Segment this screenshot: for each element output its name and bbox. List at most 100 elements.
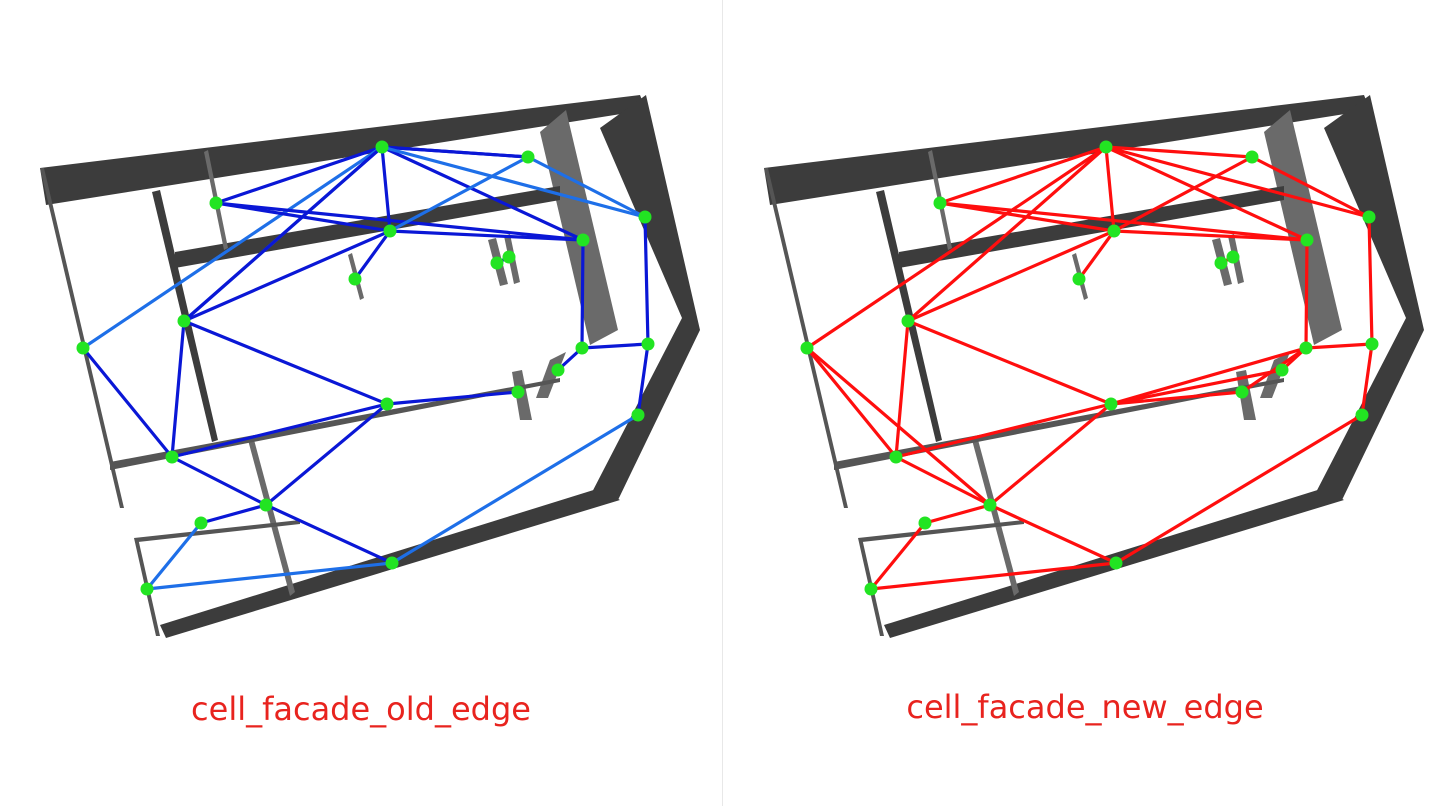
graph-edge <box>145 561 394 591</box>
graph-node <box>1365 337 1379 351</box>
edges <box>81 145 650 591</box>
wall-segment <box>1312 95 1424 500</box>
graph-edge <box>1104 145 1116 233</box>
graph-edge <box>1304 342 1374 350</box>
graph-edge <box>81 145 384 350</box>
graph-node <box>864 582 878 596</box>
new-edge-scene <box>764 95 1424 638</box>
graph-node <box>889 450 903 464</box>
new-edge-caption: cell_facade_new_edge <box>906 688 1264 726</box>
graph-edge <box>805 346 992 507</box>
graph-node <box>259 498 273 512</box>
graph-edge <box>906 229 1116 323</box>
graph-edge <box>988 402 1113 507</box>
graph-node <box>511 385 525 399</box>
graph-edge <box>390 413 640 565</box>
graph-node <box>521 150 535 164</box>
walls <box>40 95 700 638</box>
wall-segment <box>588 95 700 500</box>
graph-edge <box>869 521 927 591</box>
old-edge-caption: cell_facade_old_edge <box>191 690 531 728</box>
graph-node <box>490 256 504 270</box>
graph-edge <box>264 402 389 507</box>
graph-edge <box>580 342 650 350</box>
panel-new-edge: cell_facade_new_edge <box>724 0 1444 806</box>
graph-node <box>383 224 397 238</box>
graph-edge <box>1360 342 1374 417</box>
graph-edge <box>214 201 585 242</box>
graph-edge <box>938 201 1309 242</box>
graph-edge <box>1109 390 1244 406</box>
graph-edge <box>81 346 174 459</box>
graph-node <box>140 582 154 596</box>
graph-node <box>502 250 516 264</box>
graph-edge <box>894 455 992 507</box>
wall-segment <box>248 436 295 596</box>
graph-node <box>1362 210 1376 224</box>
graph-edge <box>385 390 520 406</box>
graph-node <box>1104 397 1118 411</box>
wall-segment <box>834 378 1284 470</box>
graph-edge <box>170 319 186 459</box>
old-edge-scene <box>40 95 700 638</box>
wall-segment <box>40 95 646 205</box>
nodes <box>76 140 655 596</box>
graph-node <box>1107 224 1121 238</box>
graph-edge <box>1109 368 1284 406</box>
graph-edge <box>1240 346 1308 394</box>
graph-edge <box>380 145 585 242</box>
graph-node <box>194 516 208 530</box>
graph-edge <box>1112 229 1309 242</box>
graph-edge <box>353 229 392 281</box>
graph-edge <box>894 319 910 459</box>
graph-node <box>551 363 565 377</box>
graph-node <box>576 233 590 247</box>
graph-edge <box>170 455 268 507</box>
panel-divider <box>722 0 723 806</box>
graph-edge <box>805 145 1108 350</box>
graph-edge <box>1112 155 1254 233</box>
wall-segment <box>764 95 1370 205</box>
graph-edge <box>643 215 650 346</box>
graph-edge <box>923 503 992 525</box>
graph-node <box>165 450 179 464</box>
graph-edge <box>1304 238 1309 350</box>
graph-edge <box>380 145 530 159</box>
graph-edge <box>1109 346 1308 406</box>
graph-node <box>1245 150 1259 164</box>
nodes <box>800 140 1379 596</box>
graph-edge <box>938 201 1116 233</box>
graph-node <box>631 408 645 422</box>
graph-edge <box>214 145 384 205</box>
graph-node <box>209 196 223 210</box>
graph-node <box>1300 233 1314 247</box>
graph-edge <box>1077 229 1116 281</box>
walls <box>764 95 1424 638</box>
graph-edge <box>182 229 392 323</box>
graph-node <box>1226 250 1240 264</box>
panel-old-edge: cell_facade_old_edge <box>40 95 700 728</box>
wall-segment <box>110 378 560 470</box>
graph-edge <box>1104 145 1309 242</box>
graph-node <box>375 140 389 154</box>
graph-edge <box>988 503 1118 565</box>
graph-edge <box>1114 413 1364 565</box>
graph-edge <box>264 503 394 565</box>
graph-edge <box>182 319 389 406</box>
wall-segment <box>764 168 848 508</box>
graph-node <box>76 341 90 355</box>
wall-segment <box>972 436 1019 596</box>
graph-edge <box>388 229 585 242</box>
graph-edge <box>199 503 268 525</box>
wall-segment <box>540 110 618 345</box>
graph-edge <box>1250 155 1371 219</box>
graph-node <box>933 196 947 210</box>
graph-edge <box>526 155 647 219</box>
wall-segment <box>536 352 566 398</box>
graph-node <box>348 272 362 286</box>
graph-edge <box>380 145 392 233</box>
graph-node <box>1099 140 1113 154</box>
graph-edge <box>1104 145 1254 159</box>
graph-edge <box>938 145 1108 205</box>
graph-edge <box>388 155 530 233</box>
